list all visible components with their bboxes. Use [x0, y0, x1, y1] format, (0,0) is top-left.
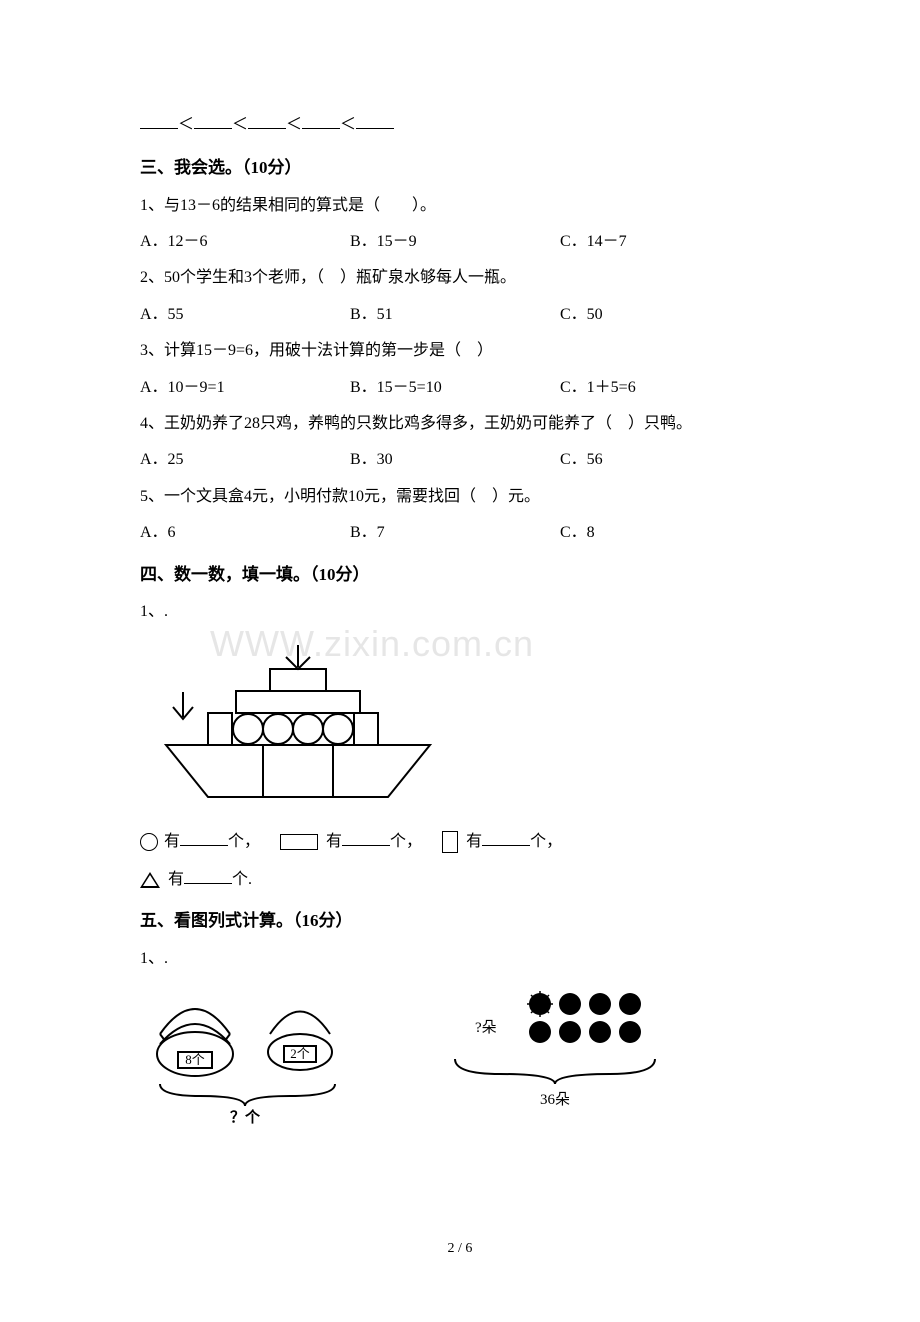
q3-2-c: C．50: [560, 300, 780, 330]
q3-4-a: A．25: [140, 445, 350, 475]
q3-1-options: A．12－6 B．15－9 C．14－7: [140, 227, 780, 257]
page-footer: 2 / 6: [140, 1236, 780, 1263]
q3-5-a: A．6: [140, 518, 350, 548]
q3-4-c: C．56: [560, 445, 780, 475]
shape-count-row-1: 有个， 有个， 有个，: [140, 827, 780, 857]
basket-1-label: 8个: [185, 1052, 205, 1067]
shape-count-row-2: 有个.: [140, 865, 780, 895]
rectangle-horizontal-icon: [280, 834, 318, 850]
basket-2-label: 2个: [290, 1046, 310, 1061]
q3-4-b: B．30: [350, 445, 560, 475]
basket-unknown: ？个: [230, 1108, 261, 1124]
sort-blank-row: ＜＜＜＜: [140, 110, 780, 140]
q3-3-c: C．1＋5=6: [560, 373, 780, 403]
section-3-heading: 三、我会选。（10分）: [140, 152, 780, 184]
q3-3: 3、计算15－9=6，用破十法计算的第一步是（ ）: [140, 336, 780, 366]
q3-5-c: C．8: [560, 518, 780, 548]
q4-1-label: 1、.: [140, 597, 780, 627]
boat-figure: [148, 637, 780, 818]
q3-3-options: A．10－9=1 B．15－5=10 C．1＋5=6: [140, 373, 780, 403]
q3-1-c: C．14－7: [560, 227, 780, 257]
flowers-figure: ?朵 36朵: [440, 984, 700, 1135]
section-4-heading: 四、数一数，填一填。（10分）: [140, 559, 780, 591]
basket-figure: 8个 2个 ？个: [140, 984, 370, 1135]
q3-5-b: B．7: [350, 518, 560, 548]
q5-1-label: 1、.: [140, 944, 780, 974]
q3-2: 2、50个学生和3个老师，（ ）瓶矿泉水够每人一瓶。: [140, 263, 780, 293]
q3-2-b: B．51: [350, 300, 560, 330]
page-content: ＜＜＜＜ 三、我会选。（10分） 1、与13－6的结果相同的算式是（ ）。 A．…: [140, 110, 780, 1262]
q3-3-b: B．15－5=10: [350, 373, 560, 403]
q3-4: 4、王奶奶养了28只鸡，养鸭的只数比鸡多得多，王奶奶可能养了（ ）只鸭。: [140, 409, 780, 439]
flowers-total: 36朵: [540, 1091, 570, 1108]
flowers-unknown: ?朵: [475, 1019, 497, 1036]
q3-2-options: A．55 B．51 C．50: [140, 300, 780, 330]
q3-1: 1、与13－6的结果相同的算式是（ ）。: [140, 191, 780, 221]
q3-4-options: A．25 B．30 C．56: [140, 445, 780, 475]
q5-figures: 8个 2个 ？个 ?朵: [140, 984, 780, 1135]
section-5-heading: 五、看图列式计算。（16分）: [140, 905, 780, 937]
q3-2-a: A．55: [140, 300, 350, 330]
q3-5: 5、一个文具盒4元，小明付款10元，需要找回（ ）元。: [140, 482, 780, 512]
rectangle-vertical-icon: [442, 831, 458, 853]
circle-icon: [140, 833, 158, 851]
q3-1-b: B．15－9: [350, 227, 560, 257]
q3-5-options: A．6 B．7 C．8: [140, 518, 780, 548]
q3-3-a: A．10－9=1: [140, 373, 350, 403]
triangle-icon: [140, 872, 160, 888]
q3-1-a: A．12－6: [140, 227, 350, 257]
